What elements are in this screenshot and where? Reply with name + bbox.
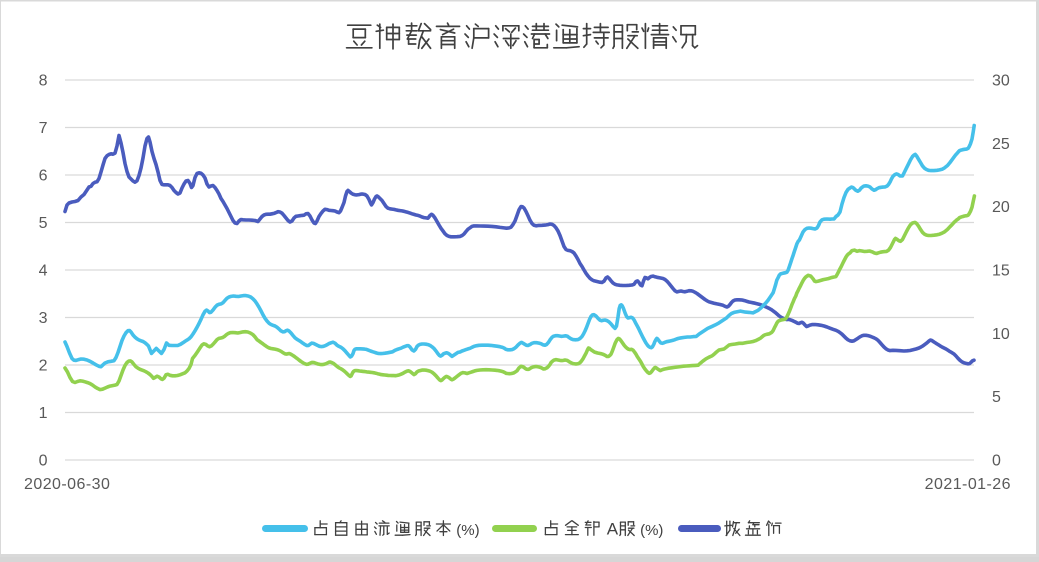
svg-text:30: 30: [992, 73, 1010, 90]
svg-text:15: 15: [992, 263, 1010, 280]
svg-text:(%): (%): [456, 522, 479, 539]
svg-text:8: 8: [39, 73, 48, 90]
svg-text:4: 4: [39, 263, 48, 280]
svg-text:6: 6: [39, 168, 48, 185]
svg-text:5: 5: [39, 215, 48, 232]
svg-text:0: 0: [39, 453, 48, 470]
svg-text:25: 25: [992, 136, 1010, 153]
svg-text:2020-06-30: 2020-06-30: [24, 476, 110, 493]
svg-text:(%): (%): [640, 522, 663, 539]
svg-text:A: A: [607, 520, 619, 539]
svg-text:1: 1: [39, 405, 48, 422]
svg-text:20: 20: [992, 199, 1010, 216]
svg-text:3: 3: [39, 310, 48, 327]
svg-text:10: 10: [992, 326, 1010, 343]
svg-text:2021-01-26: 2021-01-26: [925, 476, 1011, 493]
svg-text:2: 2: [39, 358, 48, 375]
svg-text:5: 5: [992, 389, 1001, 406]
svg-text:7: 7: [39, 120, 48, 137]
svg-text:0: 0: [992, 453, 1001, 470]
